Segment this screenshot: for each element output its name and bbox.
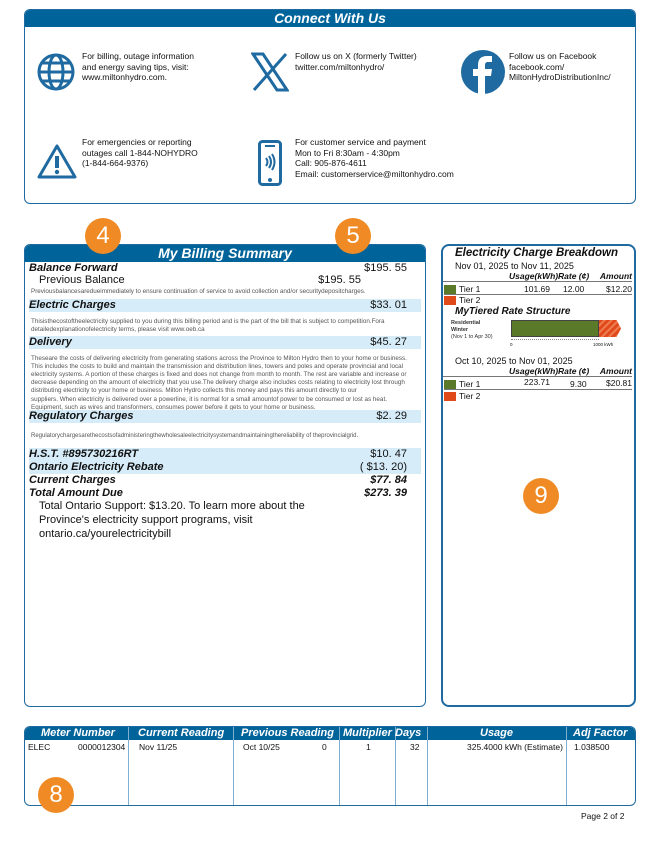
warning-icon bbox=[37, 144, 77, 179]
globe-icon bbox=[37, 53, 75, 91]
previous-balance-note: Previousbalancesaredueimmediately to ens… bbox=[31, 288, 366, 295]
twitter-info: Follow us on X (formerly Twitter) twitter… bbox=[295, 51, 417, 72]
callout-badge-8: 8 bbox=[38, 777, 74, 813]
period-2-tier-2: Tier 2 bbox=[444, 391, 480, 402]
period-2-range: Oct 10, 2025 to Nov 01, 2025 bbox=[455, 356, 573, 366]
period-1-headers: Usage(kWh) Rate (¢) Amount bbox=[443, 271, 632, 282]
facebook-link[interactable]: facebook.com/ bbox=[509, 61, 565, 72]
regulatory-note: Regulatorychargesarethecostsofadminister… bbox=[31, 433, 359, 439]
ontario-support-note: Total Ontario Support: $13.20. To learn … bbox=[39, 500, 305, 540]
tier-1-bar bbox=[511, 320, 599, 337]
delivery-row: Delivery $45. 27 bbox=[29, 336, 421, 349]
connect-title: Connect With Us bbox=[25, 10, 635, 27]
meter-table-header bbox=[25, 727, 635, 740]
tier-1-swatch bbox=[444, 285, 456, 295]
adj-factor: 1.038500 bbox=[574, 742, 610, 752]
callout-badge-9: 9 bbox=[523, 478, 559, 514]
tier-2-swatch bbox=[444, 392, 456, 402]
multiplier: 1 bbox=[366, 742, 371, 752]
current-charges-row: Current Charges $77. 84 bbox=[29, 474, 407, 486]
delivery-note-continued: suppliers. When electricity is delivered… bbox=[31, 396, 387, 411]
page-number: Page 2 of 2 bbox=[581, 811, 625, 821]
header-current-reading: Current Reading bbox=[138, 727, 225, 739]
callout-badge-4: 4 bbox=[85, 218, 121, 254]
x-logo-icon bbox=[251, 52, 289, 92]
meter-number: 0000012304 bbox=[78, 742, 126, 752]
current-reading: Nov 11/25 bbox=[139, 742, 178, 752]
hst-row: H.S.T. #895730216RT $10. 47 bbox=[29, 448, 421, 461]
website-info: For billing, outage information and energ… bbox=[82, 51, 194, 82]
period-1-tier-1: Tier 1 101.69 12.00 $12.20 bbox=[444, 284, 632, 295]
header-previous-reading: Previous Reading bbox=[241, 727, 334, 739]
period-1-tier-2: Tier 2 bbox=[444, 295, 480, 306]
billing-summary-title: My Billing Summary bbox=[25, 245, 425, 262]
rate-structure-title: MyTiered Rate Structure bbox=[455, 306, 571, 317]
email-link[interactable]: Email: customerservice@miltonhydro.com bbox=[295, 168, 454, 179]
meter-table: Meter Number Current Reading Previous Re… bbox=[24, 726, 636, 806]
axis-start-label: 0 bbox=[510, 342, 513, 347]
customer-service-info: For customer service and payment Mon to F… bbox=[295, 137, 454, 179]
electric-charges-note: Thisisthecostoftheelectricity supplied t… bbox=[31, 318, 385, 333]
meter-type: ELEC bbox=[28, 742, 51, 752]
previous-balance-row: Previous Balance $195. 55 bbox=[39, 274, 361, 286]
charge-breakdown: Electricity Charge Breakdown Nov 01, 202… bbox=[441, 244, 636, 707]
callout-badge-5: 5 bbox=[335, 218, 371, 254]
tier-1-swatch bbox=[444, 380, 456, 390]
delivery-note: Theseare the costs of delivering electri… bbox=[31, 355, 407, 394]
balance-forward-row: Balance Forward $195. 55 bbox=[29, 262, 407, 274]
regulatory-charges-row: Regulatory Charges $2. 29 bbox=[29, 410, 421, 423]
tier-2-bar bbox=[599, 320, 621, 337]
previous-reading-date: Oct 10/25 bbox=[243, 742, 280, 752]
usage: 325.4000 kWh (Estimate) bbox=[467, 742, 563, 752]
axis-end-label: 1000 kWh bbox=[593, 342, 614, 347]
breakdown-title: Electricity Charge Breakdown bbox=[455, 247, 618, 259]
total-amount-due-row: Total Amount Due $273. 39 bbox=[29, 487, 407, 499]
header-multiplier: Multiplier bbox=[343, 727, 392, 739]
facebook-info: Follow us on Facebook facebook.com/Milton… bbox=[509, 51, 611, 82]
rate-axis bbox=[511, 339, 599, 342]
days: 32 bbox=[410, 742, 420, 752]
period-1-range: Nov 01, 2025 to Nov 11, 2025 bbox=[455, 261, 574, 271]
header-usage: Usage bbox=[480, 727, 514, 739]
tier-2-swatch bbox=[444, 296, 456, 306]
rebate-row: Ontario Electricity Rebate( $13. 20) bbox=[29, 461, 421, 474]
period-2-tier-1: Tier 1 223.71 9.30 $20.81 bbox=[444, 377, 632, 390]
facebook-icon bbox=[461, 50, 505, 94]
connect-section: Connect With Us For billing, outage info… bbox=[24, 9, 636, 204]
rate-structure-label: Residential Winter (Nov 1 to Apr 30) bbox=[451, 320, 493, 340]
website-link[interactable]: www.miltonhydro.com. bbox=[82, 72, 168, 82]
header-adj-factor: Adj Factor bbox=[573, 727, 628, 739]
period-2-headers: Usage(kWh) Rate (¢) Amount bbox=[443, 366, 632, 377]
electric-charges-row: Electric Charges $33. 01 bbox=[29, 299, 421, 312]
header-days: Days bbox=[395, 727, 422, 739]
twitter-link[interactable]: twitter.com/miltonhydro/ bbox=[295, 61, 385, 72]
billing-summary: My Billing Summary Balance Forward $195. … bbox=[24, 244, 426, 707]
emergency-info: For emergencies or reporting outages call… bbox=[82, 137, 198, 168]
phone-icon bbox=[258, 140, 282, 186]
previous-reading-value: 0 bbox=[322, 742, 327, 752]
header-meter-number: Meter Number bbox=[41, 727, 115, 739]
